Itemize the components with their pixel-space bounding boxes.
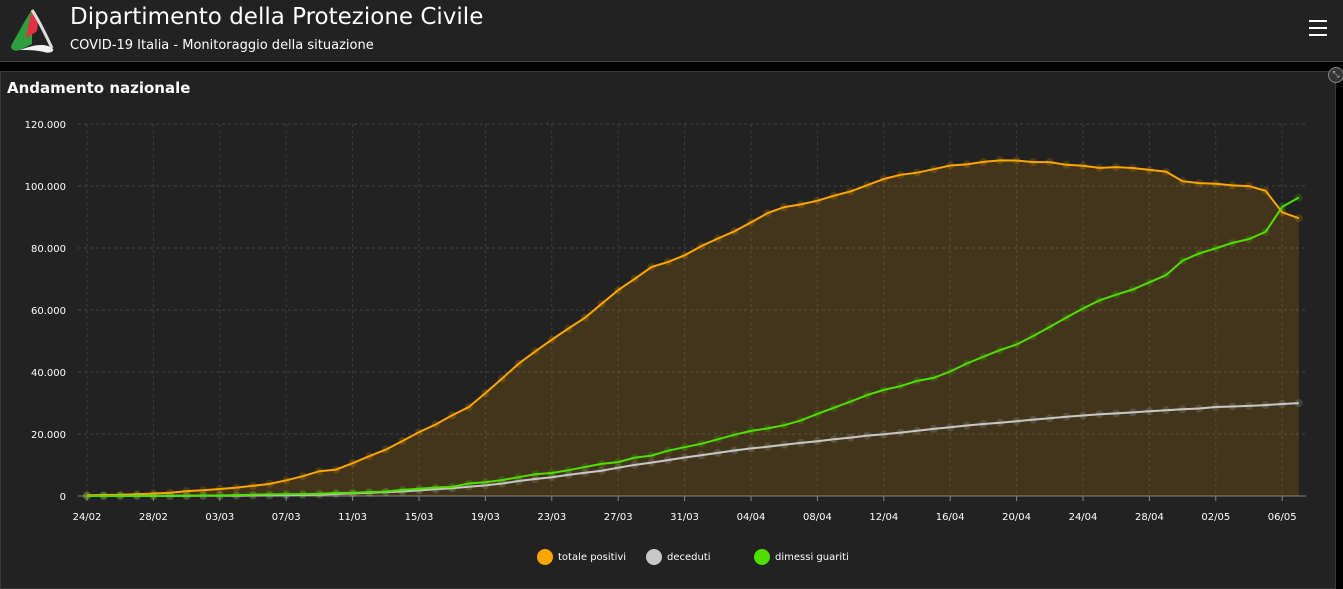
legend-item-totale-positivi[interactable]: totale positivi bbox=[537, 549, 626, 565]
x-tick-label: 11/03 bbox=[338, 512, 367, 523]
x-tick-label: 24/04 bbox=[1069, 512, 1098, 523]
y-tick-label: 80.000 bbox=[31, 244, 66, 255]
legend-swatch bbox=[646, 549, 662, 565]
x-tick-label: 07/03 bbox=[272, 512, 301, 523]
hamburger-menu-icon[interactable] bbox=[1309, 20, 1327, 36]
x-tick-label: 31/03 bbox=[670, 512, 699, 523]
x-tick-label: 16/04 bbox=[936, 512, 965, 523]
area-totale-positivi bbox=[87, 160, 1299, 496]
y-tick-label: 60.000 bbox=[31, 306, 66, 317]
x-tick-label: 15/03 bbox=[405, 512, 434, 523]
legend-label: dimessi guariti bbox=[775, 551, 849, 563]
x-tick-label: 19/03 bbox=[471, 512, 500, 523]
legend-item-dimessi-guariti[interactable]: dimessi guariti bbox=[754, 549, 849, 565]
x-tick-label: 03/03 bbox=[205, 512, 234, 523]
x-tick-label: 28/02 bbox=[139, 512, 168, 523]
x-tick-label: 27/03 bbox=[604, 512, 633, 523]
x-tick-label: 08/04 bbox=[803, 512, 832, 523]
x-tick-label: 20/04 bbox=[1002, 512, 1031, 523]
collapse-icon[interactable]: ⤡ bbox=[1328, 67, 1343, 83]
y-tick-label: 100.000 bbox=[25, 182, 66, 193]
x-tick-label: 04/04 bbox=[737, 512, 766, 523]
chart-legend: totale positivi deceduti dimessi guariti bbox=[0, 549, 1343, 565]
legend-swatch bbox=[537, 549, 553, 565]
line-totale-positivi bbox=[86, 159, 1300, 497]
line-dimessi-guariti bbox=[87, 196, 1300, 497]
x-tick-label: 12/04 bbox=[869, 512, 898, 523]
app-subtitle: COVID-19 Italia - Monitoraggio della sit… bbox=[70, 38, 374, 53]
panel-title: Andamento nazionale bbox=[7, 79, 191, 97]
legend-label: totale positivi bbox=[558, 551, 627, 563]
legend-label: deceduti bbox=[667, 551, 711, 563]
chart-panel: Andamento nazionale bbox=[0, 71, 1336, 589]
y-tick-label: 20.000 bbox=[31, 430, 66, 441]
x-tick-label: 24/02 bbox=[73, 512, 102, 523]
x-tick-label: 02/05 bbox=[1201, 512, 1230, 523]
line-deceduti bbox=[87, 402, 1299, 497]
app-title: Dipartimento della Protezione Civile bbox=[70, 4, 484, 30]
y-tick-label: 40.000 bbox=[31, 368, 66, 379]
y-tick-label: 120.000 bbox=[25, 120, 66, 131]
protezione-civile-logo bbox=[11, 9, 54, 53]
x-tick-label: 06/05 bbox=[1268, 512, 1297, 523]
x-tick-label: 23/03 bbox=[537, 512, 566, 523]
x-tick-label: 28/04 bbox=[1135, 512, 1164, 523]
y-tick-label: 0 bbox=[60, 492, 66, 503]
legend-swatch bbox=[754, 549, 770, 565]
app-header: Dipartimento della Protezione Civile COV… bbox=[0, 0, 1343, 62]
legend-item-deceduti[interactable]: deceduti bbox=[646, 549, 711, 565]
